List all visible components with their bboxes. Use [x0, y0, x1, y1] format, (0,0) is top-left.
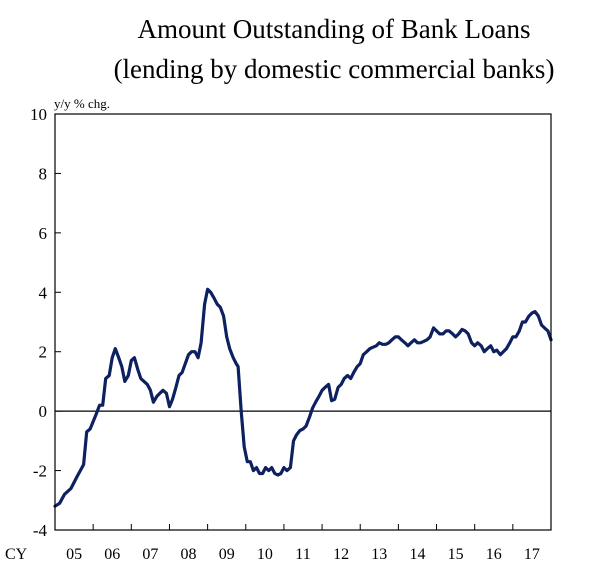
- chart-title-line-2: (lending by domestic commercial banks): [114, 54, 555, 84]
- y-tick-label: -4: [33, 521, 48, 540]
- x-tick-label: 17: [524, 546, 540, 563]
- x-tick-label: 11: [295, 546, 310, 563]
- y-tick-label: 4: [39, 283, 48, 302]
- series-layer: [53, 287, 553, 508]
- x-tick-label: 06: [104, 546, 120, 563]
- x-tick-label: 13: [371, 546, 387, 563]
- y-tick-label: 6: [39, 224, 48, 243]
- y-tick-label: 10: [30, 105, 47, 124]
- y-tick-label: 8: [39, 164, 48, 183]
- x-tick-label: 07: [142, 546, 158, 563]
- y-axis-unit-label: y/y % chg.: [54, 96, 110, 111]
- x-axis-prefix: CY: [5, 546, 28, 563]
- x-tick-label: 12: [333, 546, 349, 563]
- x-axis-ticks: 05 06 07 08 09 10 11 12 13 14 15 16 17: [66, 524, 552, 563]
- x-tick-label: 09: [219, 546, 235, 563]
- y-tick-label: 0: [39, 402, 48, 421]
- x-tick-label: 15: [448, 546, 464, 563]
- y-tick-label: -2: [33, 462, 47, 481]
- x-tick-label: 14: [409, 546, 425, 563]
- plot-area-frame: [54, 113, 552, 531]
- series-line: [53, 287, 553, 508]
- y-tick-label: 2: [39, 343, 48, 362]
- y-axis-ticks: 10 8 6 4 2 0 -2 -4: [30, 105, 61, 540]
- x-tick-label: 16: [486, 546, 502, 563]
- x-tick-label: 05: [66, 546, 82, 563]
- x-tick-label: 10: [257, 546, 273, 563]
- chart-title-line-1: Amount Outstanding of Bank Loans: [138, 14, 531, 44]
- x-tick-label: 08: [181, 546, 197, 563]
